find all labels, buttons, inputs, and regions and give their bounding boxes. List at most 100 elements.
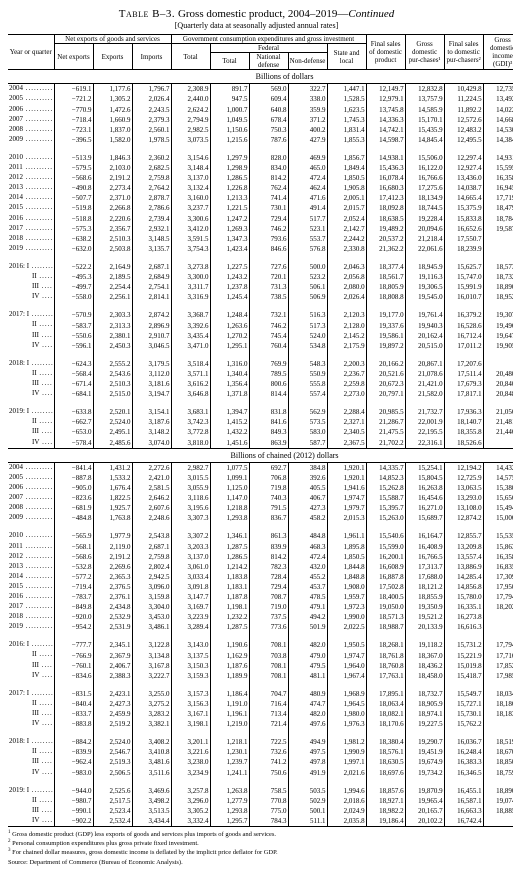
data-cell: 17,688.0	[405, 572, 444, 582]
row-stub: 2010	[8, 531, 54, 541]
data-cell: 18,805.9	[366, 282, 405, 292]
title-main: Gross domestic product, 2004–2019—	[178, 8, 348, 20]
data-cell: 12,725.9	[444, 473, 483, 483]
data-cell: 22,001.9	[405, 417, 444, 427]
data-cell: 18,479.1	[483, 203, 513, 213]
data-cell: 18,697.6	[366, 768, 405, 778]
data-cell: −577.2	[54, 572, 93, 582]
data-cell: 2,021.6	[327, 768, 366, 778]
data-cell: 18,571.3	[366, 612, 405, 622]
data-cell: 1,232.2	[210, 612, 249, 622]
data-cell: 3,238.0	[171, 757, 210, 767]
data-cell: 1,189.9	[210, 671, 249, 681]
col-netexports: Net exports of goods and services	[54, 35, 171, 44]
data-cell: 728.4	[249, 572, 288, 582]
data-cell: 497.6	[288, 719, 327, 729]
data-cell: 2,794.9	[171, 115, 210, 125]
data-cell: 1,183.1	[210, 582, 249, 592]
data-cell: 11,224.5	[444, 94, 483, 104]
data-cell: 2,142.7	[327, 224, 366, 234]
data-cell: 770.8	[249, 796, 288, 806]
data-cell: 19,186.4	[366, 816, 405, 827]
data-cell: 14,845.4	[405, 135, 444, 145]
row-stub: 2011	[8, 542, 54, 552]
data-cell	[483, 622, 513, 632]
row-stub: III	[8, 282, 54, 292]
data-cell: 15,375.9	[444, 203, 483, 213]
data-cell: 773.6	[249, 622, 288, 632]
row-stub: 2004	[8, 462, 54, 473]
col-imports: Imports	[132, 44, 171, 70]
data-cell: 427.9	[288, 135, 327, 145]
data-cell: 371.2	[288, 115, 327, 125]
data-cell: 18,063.4	[366, 699, 405, 709]
data-cell: 13,108.0	[444, 503, 483, 513]
data-cell: −980.7	[54, 796, 93, 806]
data-cell: 18,945.9	[405, 262, 444, 272]
data-cell: 3,015.5	[171, 473, 210, 483]
data-cell: −532.8	[54, 562, 93, 572]
data-cell: 2,764.2	[132, 183, 171, 193]
data-cell: 573.5	[288, 417, 327, 427]
data-cell: 769.9	[249, 359, 288, 369]
data-cell: 19,290.7	[405, 737, 444, 747]
data-cell: −550.6	[54, 331, 93, 341]
data-cell: 1,340.4	[210, 369, 249, 379]
data-cell: 22,061.6	[405, 244, 444, 254]
row-stub: II	[8, 796, 54, 806]
data-cell: 1,213.3	[210, 193, 249, 203]
data-cell: 3,159.3	[171, 671, 210, 681]
data-cell: −575.3	[54, 224, 93, 234]
data-cell: 2,646.2	[132, 493, 171, 503]
data-cell: 19,965.4	[405, 796, 444, 806]
data-cell: 2,525.6	[93, 786, 132, 796]
data-cell: 18,573.5	[483, 262, 513, 272]
data-cell: 3,289.4	[171, 622, 210, 632]
data-cell: 20,162.4	[405, 331, 444, 341]
data-cell: 469.9	[288, 153, 327, 163]
data-cell: −719.4	[54, 582, 93, 592]
data-cell: 3,137.5	[171, 650, 210, 660]
data-cell: 3,187.6	[132, 417, 171, 427]
data-cell: 3,237.7	[171, 203, 210, 213]
data-cell: 14,852.3	[366, 473, 405, 483]
data-cell: 1,293.8	[210, 513, 249, 523]
data-cell: 2,015.3	[327, 513, 366, 523]
data-cell: 2,560.1	[132, 125, 171, 135]
data-cell	[483, 359, 513, 369]
footnote-2: Personal consumption expenditures plus g…	[12, 840, 199, 847]
data-cell: 2,406.7	[93, 661, 132, 671]
data-cell: 1,856.7	[327, 153, 366, 163]
data-cell: 3,275.2	[132, 699, 171, 709]
data-cell: 15,380.1	[483, 483, 513, 493]
data-cell: 18,092.8	[366, 203, 405, 213]
data-cell: 17,011.2	[444, 341, 483, 351]
data-cell: 14,530.4	[483, 125, 513, 135]
data-cell: −568.4	[54, 369, 93, 379]
data-cell: 3,283.2	[132, 709, 171, 719]
data-cell: 758.5	[249, 786, 288, 796]
data-cell: 14,432.4	[483, 462, 513, 473]
data-cell: 458.2	[288, 513, 327, 523]
data-cell: 20,480.1	[483, 369, 513, 379]
data-cell: 16,652.6	[444, 224, 483, 234]
data-cell: 19,940.3	[405, 320, 444, 330]
row-stub: II	[8, 650, 54, 660]
data-cell: 1,850.5	[327, 552, 366, 562]
data-cell: 16,248.4	[444, 747, 483, 757]
data-cell: 721.4	[249, 719, 288, 729]
data-cell: 3,221.6	[171, 747, 210, 757]
data-cell: 18,526.6	[444, 438, 483, 449]
data-cell: 17,936.3	[444, 407, 483, 417]
data-cell: 14,931.0	[483, 153, 513, 163]
data-cell: 800.6	[249, 379, 288, 389]
data-cell: 947.5	[210, 94, 249, 104]
data-cell: 2,517.5	[93, 796, 132, 806]
data-cell: 1,248.4	[210, 310, 249, 320]
data-cell: 2,682.5	[132, 163, 171, 173]
data-cell: 14,022.5	[483, 105, 513, 115]
data-cell: 1,305.2	[93, 94, 132, 104]
col-federal: Federal	[210, 44, 327, 53]
data-cell: 3,137.0	[171, 552, 210, 562]
data-cell: 3,434.4	[132, 816, 171, 827]
